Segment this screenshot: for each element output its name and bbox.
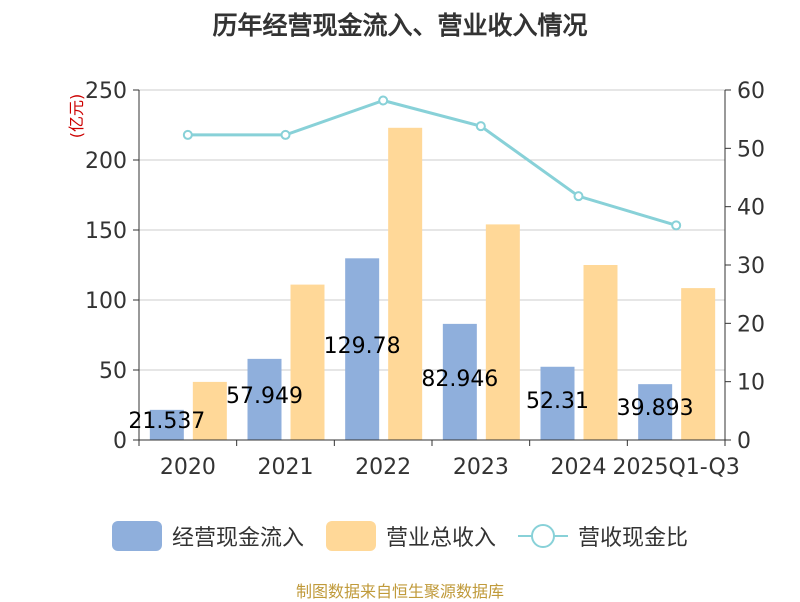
bar-revenue [485,224,520,440]
x-tick-label: 2025Q1-Q3 [612,455,739,480]
y-right-tick-label: 60 [737,79,765,104]
y-left-tick-label: 250 [85,79,127,104]
legend-swatch-ratio [518,521,568,551]
bar-cash-inflow [345,258,380,440]
data-label-cash-inflow: 129.78 [324,334,401,359]
ratio-point [378,95,389,106]
legend-item-ratio[interactable]: 营收现金比 [518,520,688,552]
y-right-tick-label: 40 [737,196,765,221]
legend-label-revenue: 营业总收入 [385,526,496,551]
data-label-cash-inflow: 57.949 [226,384,303,409]
chart-title: 历年经营现金流入、营业收入情况 [212,11,588,40]
bar-cash-inflow [638,384,673,440]
ratio-line [187,98,677,227]
bar-revenue [192,381,227,440]
y-right-tick-label: 50 [737,137,765,162]
data-label-cash-inflow: 39.893 [617,396,694,421]
bar-cash-inflow [442,323,477,440]
y-left-tick-label: 150 [85,219,127,244]
bar-revenue [290,284,325,440]
data-label-cash-inflow: 21.537 [128,409,205,434]
y-right-tick-label: 10 [737,371,765,396]
bar-revenue [583,265,618,440]
y-left-tick-label: 0 [113,429,127,454]
y-left-tick-label: 100 [85,289,127,314]
bar-revenue [388,127,423,441]
x-tick-label: 2020 [160,455,216,480]
legend-label-ratio: 营收现金比 [578,526,689,551]
y-left-tick-label: 200 [85,149,127,174]
y-right-tick-label: 30 [737,254,765,279]
ratio-point [475,121,486,132]
y-right-tick-label: 0 [737,429,751,454]
legend-item-revenue[interactable]: 营业总收入 [325,520,496,552]
bar-cash-inflow [149,409,184,440]
legend-label-cash-inflow: 经营现金流入 [171,526,304,551]
ratio-point [182,129,193,140]
x-tick-label: 2023 [453,455,509,480]
legend-swatch-revenue [325,521,376,551]
bar-revenue [681,288,716,440]
y-right-tick-label: 20 [737,312,765,337]
legend-swatch-cash-inflow [111,521,162,551]
ratio-point [280,129,291,140]
x-tick-label: 2024 [551,455,607,480]
x-tick-label: 2022 [355,455,411,480]
bar-cash-inflow [247,358,282,440]
ratio-point [671,220,682,231]
ratio-point [573,191,584,202]
data-label-cash-inflow: 52.31 [526,389,589,414]
bar-cash-inflow [540,366,575,440]
legend-item-cash-inflow[interactable]: 经营现金流入 [111,520,304,552]
x-tick-label: 2021 [258,455,314,480]
y-left-unit-label: (亿元) [67,94,86,139]
y-left-tick-label: 50 [99,359,127,384]
legend: 经营现金流入 营业总收入 营收现金比 [0,516,800,556]
source-note: 制图数据来自恒生聚源数据库 [295,582,504,601]
data-label-cash-inflow: 82.946 [421,367,498,392]
